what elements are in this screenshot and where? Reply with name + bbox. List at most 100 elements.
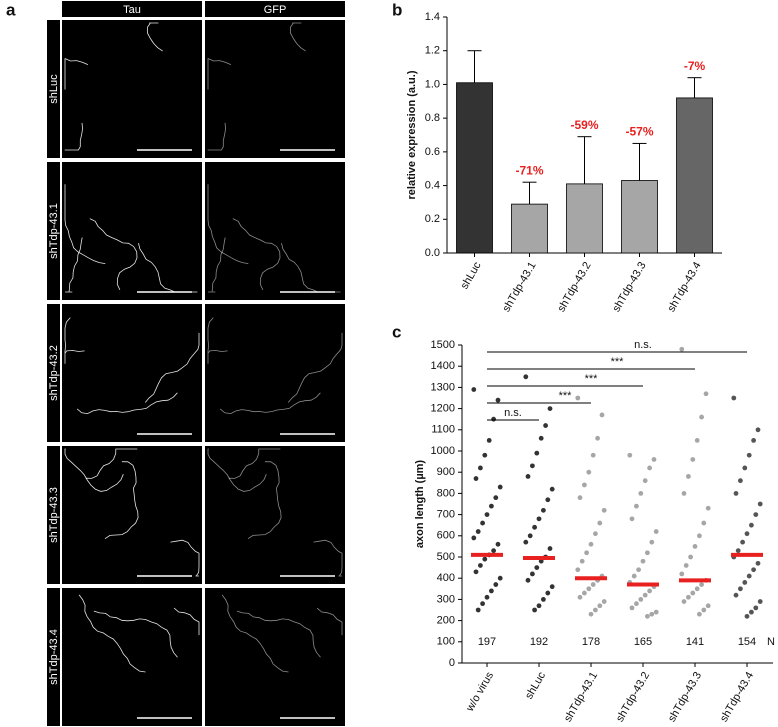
bar (566, 183, 603, 254)
y-tick-label: 0.2 (425, 213, 440, 225)
y-axis-label: axon length (µm) (414, 460, 426, 549)
data-point (642, 478, 648, 484)
neurite (76, 392, 178, 415)
significance-label: n.s. (634, 339, 652, 351)
data-point (746, 452, 752, 458)
y-tick-label: 200 (437, 615, 455, 627)
data-point (541, 507, 546, 513)
neurite (85, 448, 138, 479)
data-point (593, 607, 598, 613)
y-tick-label: 900 (437, 466, 455, 478)
data-point (697, 611, 702, 617)
data-point (634, 503, 639, 509)
row-label-bg (47, 588, 60, 726)
data-point (486, 438, 492, 443)
data-point (634, 601, 639, 607)
data-point (532, 607, 537, 613)
data-point (746, 573, 752, 579)
y-tick-label: 1300 (431, 381, 455, 393)
data-point (471, 387, 477, 392)
data-point (744, 531, 750, 537)
data-point (547, 406, 553, 411)
data-point (584, 550, 589, 556)
data-point (742, 465, 748, 471)
data-point (530, 463, 535, 469)
neurite (281, 243, 341, 293)
significance-label: *** (611, 356, 625, 368)
y-axis-label: relative expression (a.u.) (406, 70, 418, 199)
data-point (497, 484, 503, 490)
data-point (688, 554, 693, 560)
data-point (647, 588, 652, 594)
row-label: shTdp-43.2 (48, 345, 60, 401)
row-label: shTdp-43.3 (48, 487, 60, 543)
data-point (757, 501, 763, 507)
data-point (645, 613, 650, 619)
data-point (549, 584, 555, 590)
data-point (473, 476, 479, 481)
data-point (701, 520, 707, 526)
neurite (170, 539, 200, 577)
x-tick-label: shTdp-43.3 (666, 670, 704, 724)
data-point (751, 567, 756, 573)
neurite (236, 610, 321, 658)
x-tick-label: shTdp-43.2 (614, 670, 652, 724)
data-point (525, 474, 531, 479)
data-point (582, 590, 587, 596)
data-point (699, 414, 704, 420)
x-tick-label: shTdp-43.1 (500, 260, 538, 314)
column-header: GFP (264, 4, 287, 16)
y-tick-label: 1400 (431, 360, 455, 372)
data-point (738, 478, 743, 484)
data-point (679, 346, 685, 352)
data-point (638, 597, 644, 602)
x-tick-label: shLuc (459, 260, 484, 292)
data-point (701, 607, 707, 613)
data-point (523, 539, 529, 545)
n-count: 141 (686, 636, 704, 648)
data-point (705, 603, 711, 609)
n-count: 178 (582, 636, 600, 648)
data-point (749, 522, 754, 528)
y-tick-label: 0.0 (425, 247, 440, 259)
data-point (690, 457, 696, 462)
y-tick-label: 1500 (431, 339, 455, 351)
data-point (480, 520, 485, 526)
y-tick-label: 0 (449, 657, 455, 669)
row-label-bg (47, 162, 60, 300)
neurite (228, 448, 281, 479)
data-point (629, 605, 635, 611)
data-point (636, 567, 641, 573)
micrograph (62, 162, 202, 300)
data-point (482, 556, 488, 562)
data-point (491, 416, 496, 422)
data-point (595, 435, 600, 441)
neurite (64, 184, 106, 264)
data-point (579, 558, 585, 564)
data-point (588, 541, 594, 547)
neurite (64, 448, 124, 492)
data-point (638, 491, 644, 496)
data-point (601, 599, 607, 604)
data-point (740, 539, 745, 545)
y-tick-label: 0.6 (425, 146, 440, 158)
data-point (475, 607, 481, 613)
micrograph (205, 446, 345, 584)
data-point (577, 495, 583, 501)
data-point (590, 582, 596, 587)
data-point (549, 486, 555, 492)
data-point (742, 580, 748, 585)
data-point (582, 482, 587, 488)
bar (456, 82, 493, 254)
column-header-bg (62, 1, 202, 17)
neurite (89, 218, 138, 290)
n-count: 197 (478, 636, 496, 648)
data-point (601, 507, 607, 513)
micrograph (62, 446, 202, 584)
panel-label: b (392, 0, 402, 19)
neurite (207, 184, 249, 264)
data-point (647, 465, 652, 471)
data-point (597, 603, 603, 609)
data-point (588, 611, 594, 617)
row-label: shTdp-43.1 (48, 203, 60, 259)
